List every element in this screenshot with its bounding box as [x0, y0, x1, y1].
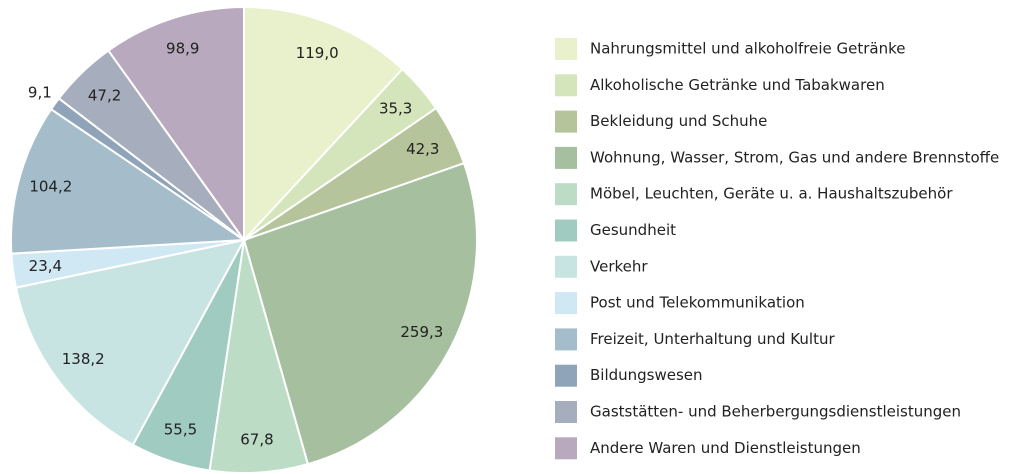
- legend-label: Freizeit, Unterhaltung und Kultur: [590, 330, 835, 348]
- legend-swatch: [555, 292, 577, 315]
- legend-label: Verkehr: [590, 257, 648, 275]
- slice-label: 55,5: [164, 421, 197, 439]
- legend-swatch: [555, 183, 577, 206]
- legend-label: Alkoholische Getränke und Tabakwaren: [590, 76, 885, 94]
- legend-swatch: [555, 110, 577, 133]
- legend-label: Gaststätten- und Beherbergungsdienstleis…: [590, 403, 961, 421]
- slice-label: 9,1: [28, 83, 52, 101]
- slice-label: 119,0: [296, 44, 339, 62]
- pie-slice: [106, 5, 245, 244]
- legend-swatch: [555, 401, 577, 423]
- legend-swatch: [555, 38, 577, 60]
- pie-slice: [14, 238, 246, 447]
- legend-swatch: [555, 146, 577, 169]
- legend-swatch: [555, 364, 577, 387]
- legend-label: Bekleidung und Schuhe: [590, 112, 767, 130]
- slice-label: 47,2: [88, 87, 121, 105]
- legend-swatch: [555, 219, 577, 242]
- pie-slice: [243, 5, 404, 243]
- legend-label: Gesundheit: [590, 221, 676, 239]
- legend-swatch: [555, 328, 577, 351]
- pie-slice: [242, 161, 478, 466]
- slice-label: 259,3: [400, 323, 443, 341]
- slice-label: 23,4: [29, 257, 62, 275]
- slice-label: 104,2: [29, 177, 72, 195]
- pie-slice: [10, 107, 247, 255]
- legend-label: Möbel, Leuchten, Geräte u. a. Haushaltsz…: [590, 185, 953, 203]
- legend-label: Bildungswesen: [590, 366, 703, 384]
- legend-swatch: [555, 255, 577, 278]
- slice-label: 35,3: [379, 100, 412, 118]
- slice-label: 138,2: [62, 350, 105, 368]
- slice-label: 67,8: [240, 430, 273, 448]
- legend-swatch: [555, 437, 577, 460]
- slice-label: 98,9: [166, 40, 199, 58]
- legend-label: Wohnung, Wasser, Strom, Gas und andere B…: [590, 148, 999, 166]
- legend-label: Andere Waren und Dienstleistungen: [590, 439, 861, 457]
- legend-swatch: [555, 74, 577, 97]
- legend-label: Post und Telekommunikation: [590, 294, 805, 312]
- slice-label: 42,3: [406, 140, 439, 158]
- legend-label: Nahrungsmittel und alkoholfreie Getränke: [590, 40, 905, 58]
